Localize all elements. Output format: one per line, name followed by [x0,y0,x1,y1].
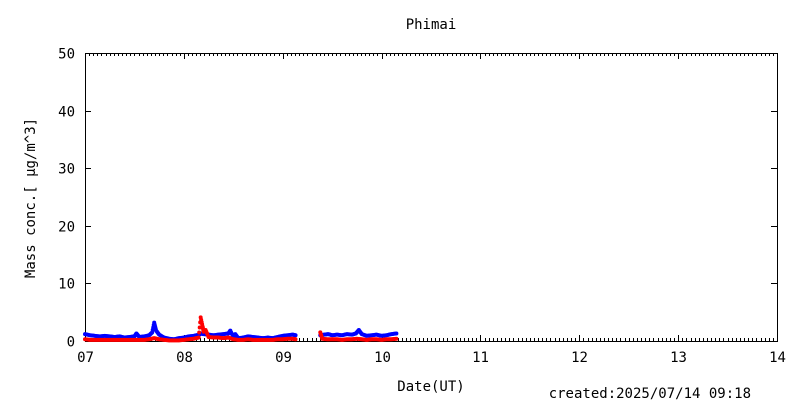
y-axis: 0 10 20 30 40 50 [58,47,777,351]
series-1 [83,315,399,343]
x-tick-label: 11 [472,350,489,366]
x-axis: 07 08 09 10 11 12 13 14 [77,53,786,366]
x-minor-ticks [89,53,774,341]
x-tick-label: 14 [769,350,786,366]
y-tick-label: 20 [58,220,75,236]
x-axis-label: Date(UT) [397,379,464,395]
y-tick-label: 10 [58,277,75,293]
chart-title: Phimai [406,17,457,33]
x-tick-label: 08 [176,350,193,366]
y-tick-label: 50 [58,47,75,63]
data-point [394,336,399,341]
y-axis-label: Mass conc.[ μg/m^3] [23,118,39,278]
x-tick-label: 12 [571,350,588,366]
data-point [394,331,399,336]
data-point [293,337,298,342]
y-tick-label: 0 [67,335,75,351]
y-tick-label: 30 [58,162,75,178]
data-point [197,330,202,335]
data-point [293,333,298,338]
data-points [83,315,399,343]
created-timestamp: created:2025/07/14 09:18 [549,386,751,400]
data-point [196,335,201,340]
y-tick-label: 40 [58,105,75,121]
x-tick-label: 09 [275,350,292,366]
x-tick-label: 07 [77,350,94,366]
x-tick-label: 10 [374,350,391,366]
plot-frame [85,53,778,342]
x-tick-label: 13 [670,350,687,366]
